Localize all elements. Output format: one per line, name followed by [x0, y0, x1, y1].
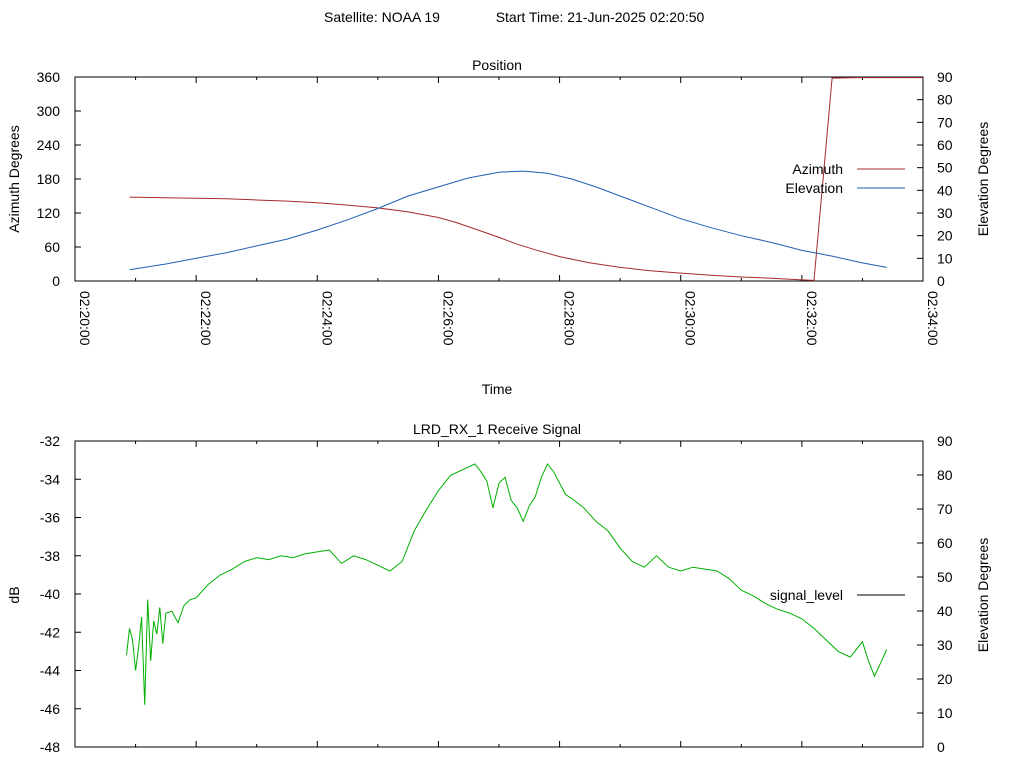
- signal-y2tick-label: 90: [937, 433, 953, 449]
- signal-chart: LRD_RX_1 Receive Signal -48-46-44-42-40-…: [6, 421, 991, 755]
- position-xtick-label: 02:32:00: [804, 291, 820, 346]
- signal-ticks-group: -48 -46 -44 -42 -40 -38 -36 -34 -32 0 10 20 30 40 50 60…: [40, 433, 953, 755]
- position-y2tick-label: 30: [937, 205, 953, 221]
- signal-ytick-label: -34: [40, 471, 60, 487]
- signal-ytick-label: -38: [40, 548, 60, 564]
- position-xtick-label: 02:28:00: [562, 291, 578, 346]
- position-xtick-label: 02:20:00: [77, 291, 93, 346]
- position-ticks-group: 02:20:00 02:22:00 02:24:00 02:26:00 02:28:00…: [37, 69, 953, 346]
- signal-chart-title: LRD_RX_1 Receive Signal: [413, 421, 581, 437]
- signal-series-group: [126, 463, 888, 705]
- position-ytick-label: 300: [37, 103, 61, 119]
- position-ytick-label: 240: [37, 137, 61, 153]
- position-series-group: [129, 77, 923, 281]
- position-xlabel: Time: [482, 381, 513, 397]
- position-ytick-label: 120: [37, 205, 61, 221]
- position-chart-title: Position: [472, 57, 522, 73]
- signal-ytick-label: -40: [40, 586, 60, 602]
- legend-label-elevation: Elevation: [785, 180, 843, 196]
- signal-ytick-label: -36: [40, 510, 60, 526]
- position-xtick-label: 02:26:00: [440, 291, 456, 346]
- signal-y2tick-label: 10: [937, 705, 953, 721]
- position-xtick-label: 02:24:00: [319, 291, 335, 346]
- legend-label-signal-level: signal_level: [770, 587, 843, 603]
- signal-series-signal-level: [126, 463, 888, 705]
- position-y2tick-label: 90: [937, 69, 953, 85]
- position-ytick-label: 180: [37, 171, 61, 187]
- signal-ytick-label: -42: [40, 624, 60, 640]
- position-xtick-label: 02:34:00: [925, 291, 941, 346]
- signal-y2tick-label: 30: [937, 637, 953, 653]
- position-xtick-label: 02:30:00: [683, 291, 699, 346]
- header-satellite: Satellite: NOAA 19: [324, 9, 440, 25]
- signal-ytick-label: -44: [40, 663, 60, 679]
- signal-y2tick-label: 40: [937, 603, 953, 619]
- signal-y2tick-label: 20: [937, 671, 953, 687]
- position-plot-frame: [74, 76, 924, 282]
- position-series-azimuth: [129, 77, 923, 281]
- signal-ytick-label: -32: [40, 433, 60, 449]
- position-y2tick-label: 20: [937, 228, 953, 244]
- signal-ylabel: dB: [6, 586, 22, 603]
- position-y2tick-label: 80: [937, 92, 953, 108]
- signal-y2tick-label: 0: [937, 739, 945, 755]
- position-ylabel: Azimuth Degrees: [6, 125, 22, 232]
- position-ytick-label: 360: [37, 69, 61, 85]
- position-y2tick-label: 60: [937, 137, 953, 153]
- signal-y2label: Elevation Degrees: [975, 538, 991, 652]
- signal-ytick-label: -48: [40, 739, 60, 755]
- signal-y2tick-label: 50: [937, 569, 953, 585]
- signal-y2tick-label: 60: [937, 535, 953, 551]
- position-chart: Position 02:20:00 02:22:00 02:24:00 02:26:0…: [6, 57, 991, 397]
- legend-label-azimuth: Azimuth: [792, 161, 843, 177]
- position-ytick-label: 60: [44, 239, 60, 255]
- signal-y2tick-label: 80: [937, 467, 953, 483]
- position-y2tick-label: 50: [937, 160, 953, 176]
- signal-ytick-label: -46: [40, 701, 60, 717]
- header-start-time: Start Time: 21-Jun-2025 02:20:50: [496, 9, 705, 25]
- position-y2tick-label: 40: [937, 182, 953, 198]
- position-xtick-label: 02:22:00: [198, 291, 214, 346]
- position-series-elevation: [129, 170, 887, 271]
- position-y2label: Elevation Degrees: [975, 122, 991, 236]
- position-ytick-label: 0: [52, 273, 60, 289]
- position-y2tick-label: 70: [937, 114, 953, 130]
- position-y2tick-label: 0: [937, 273, 945, 289]
- position-y2tick-label: 10: [937, 250, 953, 266]
- signal-y2tick-label: 70: [937, 501, 953, 517]
